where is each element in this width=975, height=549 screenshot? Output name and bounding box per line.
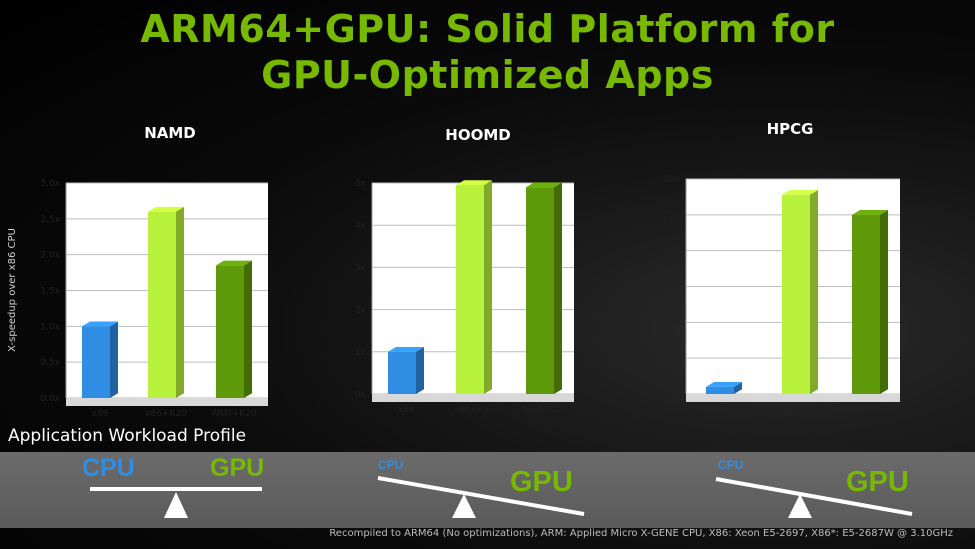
seesaw-3-fulcrum [788, 494, 812, 518]
chart-namd-category-label: ARM+K20 [211, 409, 256, 419]
chart-namd-bar-1 [148, 211, 176, 398]
chart-hoomd-tick-label: 2x [355, 306, 367, 316]
chart-hpcg-tick-label: 30x [663, 175, 680, 185]
chart-namd-bar-2-top [216, 260, 252, 266]
chart-hoomd: 0x 1x 2x 3x 4x 5x x86 x86+K20 ARM+K20 [355, 179, 574, 415]
chart-title-hoomd: HOOMD [445, 126, 511, 144]
chart-hoomd-bar-2 [526, 187, 554, 394]
chart-hpcg-tick-label: 15x [663, 283, 680, 293]
chart-hoomd-tick-label: 4x [355, 221, 367, 231]
workload-profile-label: Application Workload Profile [8, 426, 247, 446]
chart-namd-category-label: x86 [92, 409, 109, 419]
chart-hpcg-bar-2-side [880, 210, 888, 394]
chart-title-hpcg: HPCG [766, 120, 814, 138]
seesaw-3-beam [715, 477, 913, 516]
chart-hpcg-bar-2 [852, 214, 880, 394]
seesaw-3-gpu-label: GPU [846, 466, 909, 498]
chart-hoomd-bar-0-top [388, 347, 424, 352]
chart-hpcg-tick-label: 5x [669, 354, 681, 364]
y-axis-label: X-speedup over x86 CPU [7, 228, 18, 352]
chart-namd-bar-1-side [176, 206, 184, 398]
seesaw-canvas [90, 476, 913, 518]
chart-hoomd-tick-label: 0x [355, 390, 367, 400]
seesaw-3 [715, 477, 913, 518]
chart-hpcg-tick-label: 20x [663, 247, 680, 257]
chart-namd-bar-0 [82, 326, 110, 398]
chart-namd-tick-label: 1.0x [40, 322, 60, 332]
seesaw-1 [90, 487, 262, 518]
chart-title-namd: NAMD [144, 124, 196, 142]
chart-hoomd-bar-1 [456, 185, 484, 394]
slide-title: ARM64+GPU: Solid Platform for GPU-Optimi… [0, 6, 975, 98]
chart-hoomd-category-label: x86+K20 [453, 405, 495, 415]
charts-canvas: 0.0x 0.5x 1.0x 1.5x 2.0x 2.5x 3.0x x86 x86+K20 AR… [40, 175, 900, 419]
seesaw-2-gpu-label: GPU [510, 466, 573, 498]
seesaw-1-fulcrum [164, 492, 188, 518]
chart-namd-bar-0-side [110, 321, 118, 398]
chart-hoomd-bar-2-side [554, 182, 562, 394]
seesaw-2-cpu-label: CPU [378, 458, 404, 472]
chart-hpcg: 0x 5x 10x 15x 20x 25x 30x x86 x86+K20 ARM+K20 [663, 175, 900, 415]
title-line-2: GPU-Optimized Apps [261, 53, 714, 97]
chart-hoomd-tick-label: 1x [355, 348, 367, 358]
title-line-1: ARM64+GPU: Solid Platform for [140, 7, 835, 51]
chart-hoomd-category-label: x86 [398, 405, 415, 415]
chart-hpcg-bar-2-top [852, 210, 888, 215]
y-axis-label-text: X-speedup over x86 CPU [7, 228, 18, 352]
seesaw-1-cpu-label: CPU [82, 454, 135, 482]
chart-namd-bar-2-side [244, 260, 252, 398]
seesaw-1-gpu-label: GPU [210, 454, 265, 482]
chart-hpcg-bar-1-side [810, 189, 818, 394]
footnote: Recompiled to ARM64 (No optimizations), … [329, 528, 953, 539]
chart-hpcg-tick-label: 10x [663, 318, 680, 328]
chart-namd: 0.0x 0.5x 1.0x 1.5x 2.0x 2.5x 3.0x x86 x86+K20 AR… [40, 179, 268, 419]
chart-namd-tick-label: 2.0x [40, 251, 60, 261]
seesaw-3-cpu-label: CPU [718, 458, 744, 472]
workload-band: CPU GPU CPU GPU CPU GPU [0, 452, 975, 528]
chart-hoomd-bar-0-side [416, 347, 424, 394]
chart-namd-tick-label: 0.5x [40, 358, 60, 368]
chart-hoomd-bar-0 [388, 351, 416, 394]
chart-namd-tick-label: 2.5x [40, 215, 60, 225]
chart-namd-bar-2 [216, 265, 244, 398]
seesaw-2 [377, 476, 585, 518]
chart-hpcg-category-label: x86 [716, 405, 733, 415]
seesaw-2-beam [377, 476, 585, 516]
chart-hpcg-bar-1-top [782, 189, 818, 195]
seesaw-2-fulcrum [452, 494, 476, 518]
chart-hoomd-tick-label: 5x [355, 179, 367, 189]
chart-namd-base [66, 398, 268, 406]
chart-namd-bar-0-top [82, 321, 118, 327]
chart-hoomd-category-label: ARM+K20 [521, 405, 566, 415]
chart-hpcg-category-label: x86+K20 [779, 405, 821, 415]
chart-hpcg-base [686, 394, 900, 402]
chart-hpcg-bar-0-side [734, 382, 742, 394]
chart-hpcg-bar-0-top [706, 382, 742, 387]
chart-namd-tick-label: 1.5x [40, 287, 60, 297]
chart-hpcg-tick-label: 25x [663, 211, 680, 221]
chart-namd-category-label: x86+K20 [145, 409, 187, 419]
chart-hoomd-bar-2-top [526, 182, 562, 188]
chart-hpcg-tick-label: 0x [669, 390, 681, 400]
chart-namd-bar-1-top [148, 206, 184, 212]
chart-hpcg-bar-1 [782, 194, 810, 394]
chart-hoomd-tick-label: 3x [355, 263, 367, 273]
chart-namd-tick-label: 3.0x [40, 179, 60, 189]
chart-namd-tick-label: 0.0x [40, 394, 60, 404]
chart-hpcg-category-label: ARM+K20 [847, 405, 892, 415]
chart-hoomd-bar-1-side [484, 180, 492, 394]
chart-hoomd-bar-1-top [456, 180, 492, 186]
chart-hoomd-base [372, 394, 574, 402]
chart-hpcg-bar-0 [706, 386, 734, 394]
